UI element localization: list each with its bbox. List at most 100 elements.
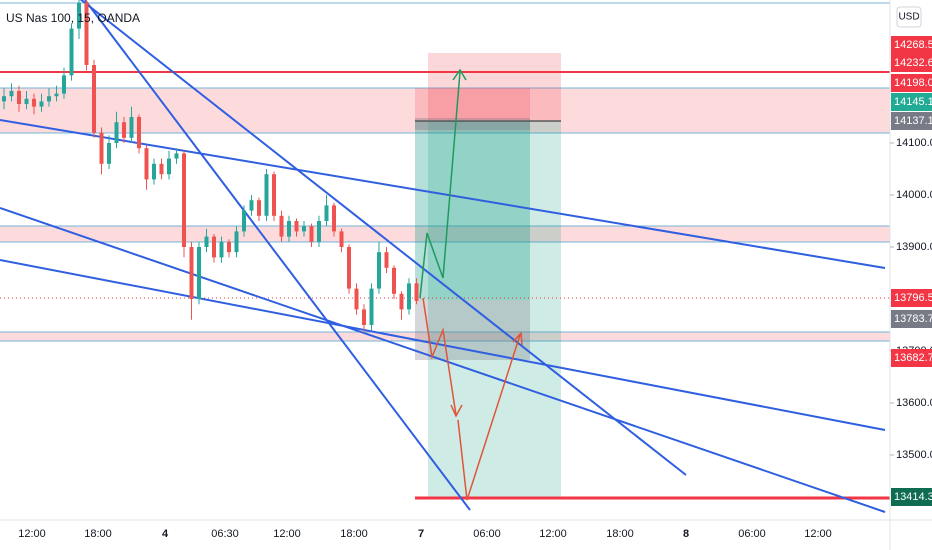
candle-body <box>249 200 254 211</box>
time-label: 12:00 <box>539 528 567 540</box>
candle-body <box>197 247 201 299</box>
candle-body <box>279 215 284 237</box>
long-arrow <box>419 68 467 299</box>
price-label: 14232.6 <box>894 57 932 69</box>
candle-body <box>189 247 194 299</box>
candle-body <box>287 221 291 237</box>
candle-body <box>159 163 164 175</box>
short-arrow <box>422 297 523 501</box>
candle-body <box>62 75 66 94</box>
candle-body <box>294 221 299 232</box>
time-label: 18:00 <box>84 528 112 540</box>
levels <box>0 2 890 342</box>
candle-body <box>362 309 366 325</box>
candle-body <box>377 252 381 289</box>
price-label: 13796.5 <box>894 292 932 304</box>
stop-zone <box>428 53 561 120</box>
candle-body <box>84 2 89 66</box>
price-label-box <box>891 310 932 328</box>
candle-body <box>219 241 224 258</box>
price-label: 14268.5 <box>894 39 932 51</box>
time-label: 8 <box>683 528 689 540</box>
price-label-box <box>891 36 932 54</box>
candle-body <box>182 153 186 247</box>
time-axis: 12:00 18:00 4 06:30 12:00 18:00 7 06:00 12:00 18:… <box>18 528 832 540</box>
symbol-title: US Nas 100, 15, OANDA <box>6 11 140 25</box>
candle-body <box>144 148 149 180</box>
candle-body <box>317 221 321 242</box>
candle-body <box>242 210 246 232</box>
candle-body <box>77 2 81 29</box>
candle-body <box>332 205 336 232</box>
candle-body <box>17 91 21 104</box>
candle-body <box>2 96 6 102</box>
price-labels: 14268.5 14232.6 14198.0 14145.1 14137.1 13796… <box>891 36 932 506</box>
time-label: 12:00 <box>18 528 46 540</box>
price-label: 13414.3 <box>894 491 932 503</box>
candle-body <box>347 247 351 289</box>
candle-body <box>302 226 306 232</box>
candle-body <box>54 93 59 97</box>
candle-body <box>114 122 119 143</box>
target-zone <box>415 121 530 300</box>
candle-body <box>407 283 411 310</box>
price-label: 14198.0 <box>894 77 932 89</box>
price-tick-label: 13900.0 <box>896 241 932 253</box>
candle-body <box>167 158 171 175</box>
candle-body <box>369 288 374 325</box>
currency: USD <box>898 12 919 23</box>
candle-body <box>204 236 209 247</box>
price-label-box <box>891 74 932 92</box>
candle-body <box>39 101 44 107</box>
time-label: 4 <box>162 528 169 540</box>
candle-body <box>92 65 96 133</box>
candle-body <box>152 163 156 180</box>
candle-body <box>234 231 239 253</box>
candle-body <box>122 122 126 138</box>
candle-body <box>354 288 359 310</box>
candle-body <box>9 91 14 97</box>
zone <box>0 226 890 242</box>
candle-body <box>309 226 314 242</box>
candle-body <box>69 28 74 76</box>
price-tick-label: 14000.0 <box>896 189 932 201</box>
price-tick-label: 13600.0 <box>896 397 932 409</box>
entry-box <box>415 118 530 130</box>
price-label-box <box>891 349 932 367</box>
candle-body <box>392 267 396 294</box>
price-label-box <box>891 112 932 130</box>
candles <box>2 0 419 333</box>
candle-body <box>339 231 344 247</box>
price-label: 14137.1 <box>894 115 932 127</box>
candle-body <box>324 205 329 221</box>
candle-body <box>212 236 216 258</box>
price-label-box <box>891 488 932 506</box>
price-tick-label: 14100.0 <box>896 137 932 149</box>
time-label: 06:00 <box>473 528 501 540</box>
candle-body <box>272 174 276 216</box>
candle-body <box>24 98 29 104</box>
time-label: 18:00 <box>606 528 634 540</box>
trend-lines <box>0 0 886 513</box>
candle-body <box>227 241 231 253</box>
price-label: 13783.7 <box>894 313 932 325</box>
stop-zone <box>415 88 530 120</box>
price-label-box <box>891 54 932 72</box>
price-label: 13682.7 <box>894 352 932 364</box>
candle-body <box>32 98 36 107</box>
zone <box>0 88 890 133</box>
candle-body <box>129 117 134 138</box>
candle-body <box>257 200 261 216</box>
candle-body <box>137 117 141 149</box>
candle-body <box>99 132 104 164</box>
candle-body <box>399 293 404 310</box>
currency-box[interactable] <box>896 6 922 28</box>
candle-body <box>264 174 269 216</box>
candle-body <box>107 143 111 164</box>
price-tick-label: 13500.0 <box>896 449 932 461</box>
time-label: 06:00 <box>738 528 766 540</box>
price-label-box <box>891 93 932 111</box>
candle-body <box>174 153 179 159</box>
time-label: 18:00 <box>340 528 368 540</box>
